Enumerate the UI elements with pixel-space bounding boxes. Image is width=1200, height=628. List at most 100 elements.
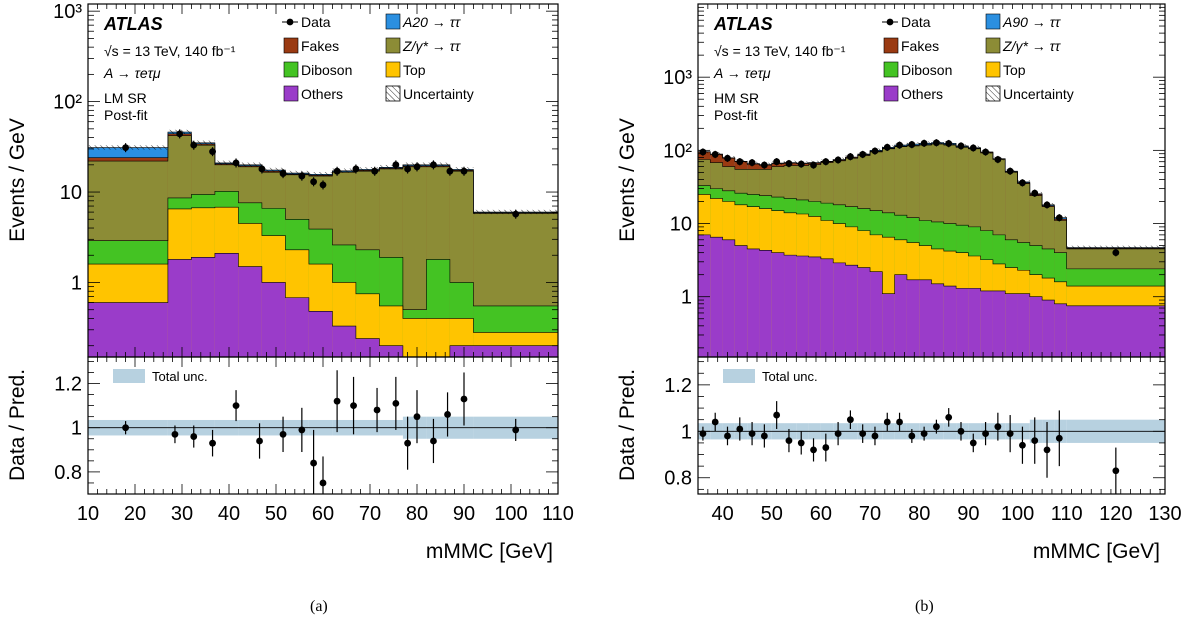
data-point-22	[969, 144, 977, 152]
x-tick-label: 80	[908, 503, 930, 525]
stack-outline	[88, 253, 558, 357]
ratio-point-26	[1019, 441, 1026, 449]
uncertainty-hatch-30	[1066, 245, 1165, 250]
legend-swatch	[385, 61, 401, 78]
legend-label: Data	[301, 14, 331, 30]
x-tick-label: 100	[494, 503, 527, 525]
data-point-26	[1019, 179, 1026, 187]
bar-others-14	[473, 345, 558, 357]
bar-others-23	[980, 290, 993, 357]
x-tick-label: 90	[957, 503, 979, 525]
data-point-7	[298, 172, 306, 180]
data-point-3	[736, 158, 744, 166]
ratio-point-10	[822, 444, 830, 451]
data-point-27	[1031, 189, 1039, 197]
region-label: HM SR	[714, 90, 759, 106]
x-axis-label: mMMC [GeV]	[426, 540, 553, 563]
stack-outline	[698, 234, 1165, 307]
ratio-point-5	[760, 432, 768, 440]
bar-others-0	[88, 302, 168, 357]
x-tick-label: 10	[77, 503, 99, 525]
ratio-point-3	[209, 439, 216, 447]
data-point-21	[957, 142, 965, 150]
y-tick-label: 10	[60, 182, 82, 204]
ratio-point-16	[896, 418, 903, 426]
bar-others-5	[261, 282, 286, 357]
legend-layer: ATLAS √s = 13 TeV, 140 fb⁻¹ A → τeτμ HM SRP…	[713, 13, 1074, 384]
legend-label: Diboson	[901, 62, 952, 78]
bar-others-15	[882, 293, 895, 357]
bar-others-22	[968, 288, 981, 357]
x-tick-label: 40	[218, 503, 240, 525]
bar-others-30	[1066, 305, 1165, 357]
data-point-11	[352, 165, 360, 173]
stack-outline	[698, 194, 1165, 287]
data-point-12	[371, 167, 379, 175]
x-tick-label: 120	[1099, 503, 1132, 525]
bar-others-14	[870, 271, 883, 357]
ratio-y-tick-label: 1.2	[54, 374, 82, 396]
y-tick-label: 10	[670, 214, 692, 236]
bar-others-18	[919, 279, 932, 357]
data-point-12	[846, 153, 854, 161]
legend-data-marker	[886, 18, 894, 26]
ratio-point-4	[232, 402, 240, 410]
ratio-point-18	[460, 395, 468, 403]
legend-swatch	[283, 61, 299, 78]
data-point-13	[859, 151, 867, 158]
ratio-point-2	[190, 433, 198, 440]
ratio-point-13	[859, 430, 867, 438]
ratio-point-28	[1043, 446, 1051, 454]
x-tick-label: 130	[1148, 503, 1181, 525]
x-tick-label: 90	[453, 503, 475, 525]
data-point-6	[279, 170, 287, 177]
bar-top-12	[426, 318, 450, 357]
y-axis-label: Events / GeV	[6, 118, 29, 242]
ratio-y-tick-label: 1	[681, 421, 692, 443]
legend-swatch	[385, 37, 401, 54]
data-point-0	[699, 148, 707, 156]
uncertainty-hatch-12	[426, 162, 450, 167]
x-tick-label: 30	[171, 503, 193, 525]
legend-data-marker	[286, 18, 294, 26]
x-tick-label: 50	[761, 503, 783, 525]
uncertainty-hatch-9	[355, 167, 380, 172]
ratio-point-7	[785, 437, 793, 444]
ratio-point-3	[736, 425, 744, 433]
ratio-band-layer	[88, 416, 558, 439]
bar-others-26	[1017, 293, 1030, 357]
data-point-29	[1055, 214, 1063, 222]
ratio-point-2	[724, 432, 731, 440]
bar-others-2	[722, 239, 735, 357]
bar-others-19	[931, 283, 944, 357]
process-label: A → τeτμ	[103, 65, 161, 81]
legend-hatch-swatch	[985, 85, 1001, 102]
data-point-25	[1006, 167, 1014, 175]
ratio-point-15	[413, 413, 421, 421]
y-tick-label: 1	[681, 287, 692, 309]
x-tick-label: 100	[1001, 503, 1034, 525]
x-axis-label: mMMC [GeV]	[1033, 540, 1160, 563]
bar-others-9	[355, 338, 380, 357]
data-point-19	[933, 139, 940, 147]
x-tick-label: 110	[1051, 503, 1083, 525]
bar-others-7	[308, 311, 333, 357]
bar-others-8	[332, 326, 356, 357]
x-tick-label: 60	[312, 503, 334, 525]
bar-others-25	[1005, 293, 1018, 357]
bar-others-20	[943, 286, 957, 357]
x-tick-label: 70	[859, 503, 881, 525]
bar-top-11	[402, 318, 427, 357]
ratio-y-tick-label: 0.8	[54, 462, 82, 484]
data-point-16	[430, 161, 437, 169]
ratio-point-12	[373, 406, 381, 414]
legend-swatch	[985, 13, 1001, 30]
ratio-point-29	[1055, 434, 1063, 442]
y-tick-label: 10³	[53, 1, 82, 23]
energy-label: √s = 13 TeV, 140 fb⁻¹	[714, 43, 846, 59]
data-point-8	[797, 160, 805, 168]
experiment-label: ATLAS	[103, 14, 163, 34]
ratio-point-12	[846, 416, 854, 424]
legend-label: Z/γ* → ττ	[402, 38, 461, 54]
